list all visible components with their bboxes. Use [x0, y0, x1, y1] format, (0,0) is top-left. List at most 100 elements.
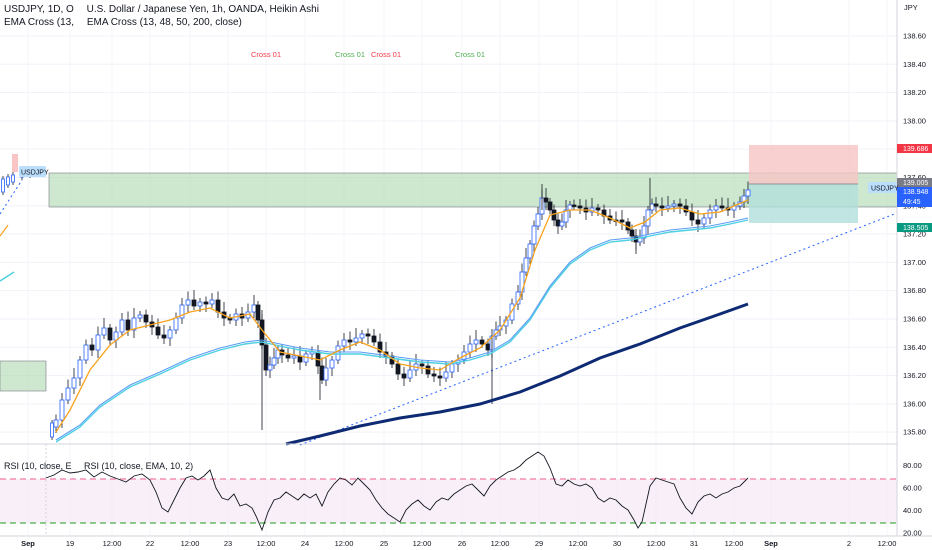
candle-body: [53, 419, 59, 428]
cross-annotations: Cross 01 Cross 01 Cross 01 Cross 01: [251, 50, 485, 59]
candle-body: [563, 209, 569, 223]
time-tick: Sep: [21, 539, 35, 548]
trendline: [299, 212, 898, 446]
candle-body: [291, 355, 297, 359]
candle-body: [137, 314, 143, 319]
candle-body: [143, 314, 149, 323]
candle-body: [359, 333, 365, 339]
rsi-legend: RSI (10, close, E RSI (10, close, EMA, 1…: [4, 461, 203, 471]
candle-body: [713, 205, 719, 211]
candle-body: [197, 301, 203, 307]
candle-body: [323, 367, 329, 381]
candle-body: [677, 203, 683, 207]
price-tick: 138.20: [903, 88, 926, 97]
candle-body: [167, 329, 173, 339]
time-tick: 12:00: [569, 539, 588, 548]
candle-body: [6, 176, 10, 186]
svg-text:USDJPY: USDJPY: [871, 186, 899, 193]
candle-body: [263, 344, 269, 371]
candle-body: [119, 319, 125, 333]
cross-label: Cross 01: [335, 50, 365, 59]
candle-body: [365, 333, 371, 337]
candle-body: [571, 204, 577, 207]
price-tick: 136.80: [903, 286, 926, 295]
left-ema13-fragment: [0, 224, 9, 237]
time-tick: 31: [690, 539, 698, 548]
rsi-tick: 80.00: [903, 461, 922, 470]
time-tick: 2: [847, 539, 851, 548]
rsi-legend-short[interactable]: RSI (10, close, E: [4, 461, 72, 471]
candle-body: [173, 317, 179, 331]
candle-body: [101, 327, 107, 336]
price-tick: 137.00: [903, 258, 926, 267]
time-tick: 22: [146, 539, 154, 548]
candle-body: [209, 299, 215, 305]
left-marker: [12, 154, 18, 172]
candle-body: [65, 387, 71, 401]
currency-label: JPY: [904, 3, 918, 12]
candle-body: [547, 201, 553, 211]
rsi-band: [0, 479, 897, 523]
candle-body: [701, 217, 707, 225]
candle-body: [335, 345, 341, 361]
candle-body: [71, 377, 77, 389]
candle-body: [131, 317, 137, 331]
candle-body: [185, 299, 191, 306]
time-tick: 23: [224, 539, 232, 548]
time-tick: 12:00: [491, 539, 510, 548]
candle-body: [401, 373, 407, 379]
ema-legend: EMA Cross (13, EMA Cross (13, 48, 50, 20…: [4, 17, 252, 28]
time-axis[interactable]: Sep 19 12:00 22 12:00 23 12:00 24 12:00 25 12:00 26…: [21, 539, 896, 548]
candle-body: [467, 343, 473, 353]
chart-header: USDJPY, 1D, O U.S. Dollar / Japanese Yen…: [4, 4, 329, 15]
candle-body: [485, 343, 491, 351]
price-label: 139.686: [903, 146, 928, 153]
price-label-bg: [897, 144, 932, 153]
candle-body: [319, 365, 325, 381]
candle-body: [251, 304, 257, 313]
candle-body: [523, 257, 529, 273]
candle-body: [329, 359, 335, 369]
cross-label: Cross 01: [455, 50, 485, 59]
price-label-bg: [897, 178, 932, 187]
candle-body: [267, 364, 273, 371]
time-tick: 26: [458, 539, 466, 548]
time-tick: 30: [613, 539, 621, 548]
candle-body: [215, 299, 221, 313]
price-tick: 137.60: [903, 173, 926, 182]
cross-label: Cross 01: [371, 50, 401, 59]
price-tick: 136.20: [903, 371, 926, 380]
symbol-title[interactable]: USDJPY, 1D, O: [4, 4, 74, 15]
candle-body: [707, 209, 713, 219]
candle-body: [641, 225, 647, 239]
svg-text:USDJPY: USDJPY: [21, 170, 49, 177]
price-tick: 136.00: [903, 399, 926, 408]
candle-body: [671, 203, 677, 207]
time-tick: 24: [301, 539, 309, 548]
left-ema-fragment: [0, 271, 15, 282]
candle-body: [89, 344, 95, 351]
candle-body: [107, 327, 113, 341]
candle-body: [595, 207, 601, 211]
time-tick: 12:00: [103, 539, 122, 548]
candle-body: [77, 359, 83, 379]
candle-body: [577, 205, 583, 209]
target-zone: [749, 184, 858, 223]
time-tick: 29: [535, 539, 543, 548]
candle-body: [425, 365, 431, 375]
time-tick: 19: [66, 539, 74, 548]
price-tick: 138.00: [903, 116, 926, 125]
candle-body: [695, 219, 701, 225]
candle-body: [203, 301, 209, 305]
candle-body: [443, 371, 449, 379]
rsi-axis[interactable]: 80.00 60.00 40.00 20.00: [903, 461, 922, 537]
rsi-legend-full[interactable]: RSI (10, close, EMA, 10, 2): [84, 461, 194, 471]
ema-legend-full[interactable]: EMA Cross (13, 48, 50, 200, close): [86, 17, 242, 28]
candle-body: [531, 225, 537, 245]
candle-body: [659, 205, 665, 209]
time-tick: 25: [380, 539, 388, 548]
ema-legend-short[interactable]: EMA Cross (13,: [4, 17, 75, 28]
candle-body: [407, 369, 413, 379]
time-tick: 12:00: [257, 539, 276, 548]
